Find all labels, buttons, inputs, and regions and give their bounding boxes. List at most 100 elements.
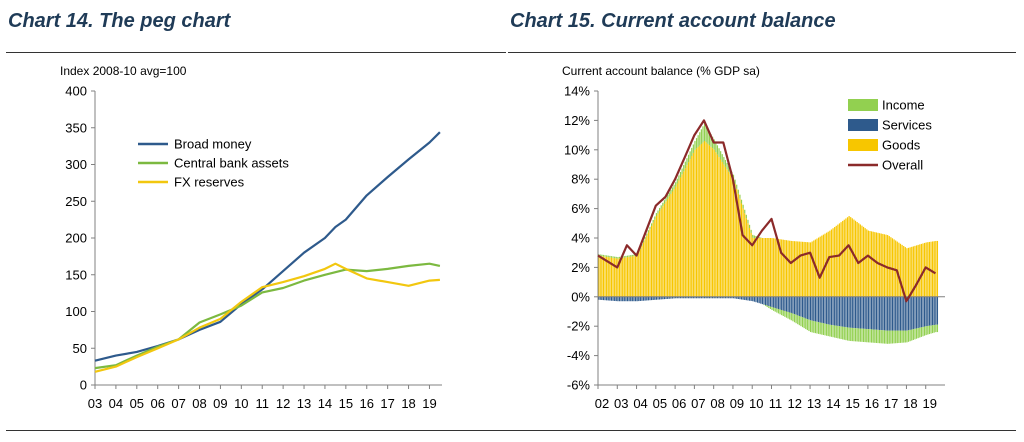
bar-goods: [739, 198, 741, 297]
bar-goods: [899, 243, 902, 297]
bar-goods: [650, 225, 653, 297]
bar-services: [753, 296, 755, 302]
bar-goods: [662, 206, 664, 297]
legend-swatch: [848, 99, 878, 111]
bar-services: [834, 296, 836, 326]
bar-goods: [898, 242, 900, 297]
bar-income: [718, 148, 720, 158]
bar-services: [935, 296, 937, 325]
bar-income: [827, 324, 829, 337]
bar-services: [695, 296, 698, 299]
bar-services: [647, 296, 649, 301]
bar-goods: [686, 165, 688, 297]
bar-goods: [845, 218, 847, 297]
bar-services: [887, 296, 889, 331]
bar-services: [909, 296, 911, 330]
bar-services: [644, 296, 646, 301]
bar-services: [713, 296, 715, 299]
bar-services: [636, 296, 638, 302]
bar-income: [911, 329, 913, 341]
bar-services: [835, 296, 837, 326]
bar-goods: [935, 240, 937, 297]
bar-income: [732, 174, 735, 180]
bar-goods: [846, 217, 849, 297]
bar-goods: [864, 228, 866, 297]
bar-goods: [907, 247, 910, 297]
bar-income: [659, 207, 661, 212]
bar-income: [768, 306, 770, 309]
bar-income: [932, 325, 934, 334]
bar-income: [646, 233, 648, 236]
bar-services: [822, 296, 825, 324]
bar-income: [670, 189, 672, 194]
bar-services: [687, 296, 690, 299]
bar-goods: [699, 145, 701, 297]
y-tick-label: -4%: [567, 348, 591, 363]
bar-income: [817, 322, 820, 334]
bar-goods: [673, 189, 675, 297]
bar-income: [887, 330, 889, 344]
bar-income: [890, 330, 892, 344]
bar-services: [824, 296, 826, 324]
bar-income: [856, 328, 858, 342]
bar-services: [814, 296, 816, 322]
x-tick-label: 08: [192, 396, 206, 411]
bar-goods: [697, 146, 699, 297]
bar-income: [784, 310, 786, 317]
bar-goods: [598, 255, 600, 297]
bar-income: [809, 320, 812, 333]
bar-services: [846, 296, 849, 328]
bar-goods: [712, 148, 714, 297]
bar-services: [768, 296, 770, 307]
bar-services: [707, 296, 709, 299]
bar-goods: [687, 162, 690, 297]
bar-services: [684, 296, 686, 299]
bar-services: [765, 296, 767, 306]
bar-goods: [909, 247, 911, 297]
y-tick-label: 350: [65, 120, 87, 135]
bar-income: [628, 255, 630, 257]
bar-services: [689, 296, 691, 299]
bar-goods: [920, 243, 922, 297]
bar-goods: [638, 252, 640, 297]
bar-income: [800, 316, 802, 327]
bar-income: [777, 309, 780, 314]
x-tick-label: 10: [749, 396, 763, 411]
bar-income: [835, 325, 837, 338]
bar-income: [707, 128, 709, 144]
bar-goods: [930, 241, 932, 297]
bar-goods: [630, 256, 632, 297]
bar-services: [920, 296, 922, 328]
x-tick-label: 19: [922, 396, 936, 411]
bar-services: [739, 296, 741, 300]
bar-goods: [728, 171, 730, 297]
bar-services: [784, 296, 786, 311]
bar-goods: [684, 168, 686, 297]
bar-goods: [822, 234, 825, 297]
bar-income: [866, 329, 868, 343]
bar-services: [785, 296, 788, 312]
x-tick-label: 13: [297, 396, 311, 411]
bar-income: [927, 325, 929, 335]
bar-income: [609, 255, 611, 258]
bar-services: [720, 296, 722, 299]
bar-services: [681, 296, 683, 299]
bar-income: [713, 139, 715, 150]
bar-income: [683, 165, 685, 172]
bar-services: [787, 296, 789, 312]
bar-services: [655, 296, 658, 300]
bar-income: [752, 234, 754, 238]
bar-services: [827, 296, 829, 325]
chart-15-title: Chart 15. Current account balance: [510, 10, 836, 32]
bar-goods: [601, 256, 603, 297]
bar-goods: [911, 246, 913, 297]
bar-income: [830, 324, 833, 337]
bar-income: [662, 202, 664, 207]
bar-income: [814, 321, 816, 334]
bar-goods: [781, 239, 783, 297]
bar-services: [862, 296, 865, 329]
bar-goods: [806, 242, 808, 297]
bar-services: [867, 296, 869, 330]
bar-goods: [834, 227, 836, 297]
bar-goods: [705, 142, 707, 297]
